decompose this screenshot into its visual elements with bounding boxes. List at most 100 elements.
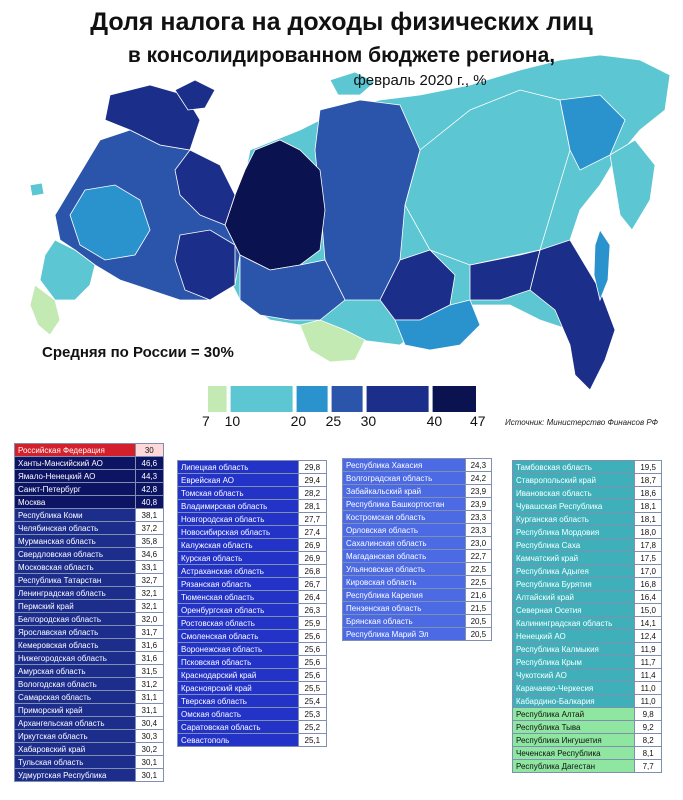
region-value: 16,8 [634,577,662,591]
region-value: 11,7 [634,655,662,669]
table-row: Республика Коми 38,1 [14,508,165,522]
table-row: Астраханская область 26,8 [177,564,328,578]
region-value: 26,3 [297,603,328,617]
map-region-ural [174,229,236,301]
region-name: Курганская область [511,512,636,526]
region-value: 25,6 [297,629,328,643]
table-row: Свердловская область 34,6 [14,547,165,561]
table-header-name: Российская Федерация [14,443,136,457]
region-name: Республика Дагестан [511,759,636,773]
legend-tick-label: 47 [470,413,486,429]
region-value: 26,9 [297,551,328,565]
region-name: Новгородская область [177,512,299,526]
region-value: 31,6 [134,651,165,665]
region-value: 11,0 [634,694,662,708]
table-row: Кабардино-Балкария 11,0 [511,694,662,708]
table-row: Пензенская область 21,5 [342,601,493,615]
source-note: Источник: Министерство Финансов РФ [505,418,658,427]
region-value: 18,6 [634,486,662,500]
table-row: Нижегородская область 31,6 [14,651,165,665]
region-name: Республика Бурятия [511,577,636,591]
region-name: Республика Крым [511,655,636,669]
table-row: Республика Калмыкия 11,9 [511,642,662,656]
table-header-value: 30 [134,443,165,457]
region-value: 25,6 [297,642,328,656]
table-row: Москва 40,8 [14,495,165,509]
region-name: Сахалинская область [342,536,466,550]
region-value: 19,5 [634,460,662,474]
region-value: 34,6 [134,547,165,561]
region-name: Камчатский край [511,551,636,565]
table-row: Тульская область 30,1 [14,755,165,769]
region-name: Республика Тыва [511,720,636,734]
region-value: 18,7 [634,473,662,487]
map-region-caucasus [29,284,61,336]
region-value: 37,2 [134,521,165,535]
region-name: Московская область [14,560,136,574]
region-name: Ставропольский край [511,473,636,487]
region-value: 27,7 [297,512,328,526]
table-row: Брянская область 20,5 [342,614,493,628]
table-row: Хабаровский край 30,2 [14,742,165,756]
table-row: Кемеровская область 31,6 [14,638,165,652]
legend-swatch [208,386,227,412]
region-name: Вологодская область [14,677,136,691]
region-value: 20,5 [464,614,493,628]
region-value: 23,3 [464,523,493,537]
region-value: 24,3 [464,458,493,472]
table-row: Магаданская область 22,7 [342,549,493,563]
region-value: 44,3 [134,469,165,483]
table-row: Санкт-Петербург 42,8 [14,482,165,496]
ranking-table-2: Липецкая область 29,8 Еврейская АО 29,4 Томс… [177,460,328,747]
table-row: Курганская область 18,1 [511,512,662,526]
region-name: Еврейская АО [177,473,299,487]
table-row: Омская область 25,3 [177,707,328,721]
region-name: Санкт-Петербург [14,482,136,496]
region-value: 22,5 [464,575,493,589]
table-row: Костромская область 23,3 [342,510,493,524]
region-name: Псковская область [177,655,299,669]
region-name: Нижегородская область [14,651,136,665]
region-value: 28,2 [297,486,328,500]
region-name: Астраханская область [177,564,299,578]
region-value: 31,1 [134,690,165,704]
region-value: 25,3 [297,707,328,721]
legend [208,386,476,412]
table-row: Чеченская Республика 8,1 [511,746,662,760]
map-region-far-east [529,239,616,391]
table-row: Тверская область 25,4 [177,694,328,708]
region-name: Приморский край [14,703,136,717]
region-value: 25,6 [297,655,328,669]
table-row: Московская область 33,1 [14,560,165,574]
region-value: 27,4 [297,525,328,539]
region-value: 18,1 [634,512,662,526]
region-name: Белгородская область [14,612,136,626]
region-name: Республика Хакасия [342,458,466,472]
region-name: Краснодарский край [177,668,299,682]
legend-tick-label: 20 [290,413,307,429]
region-name: Республика Ингушетия [511,733,636,747]
region-value: 31,5 [134,664,165,678]
table-row: Республика Тыва 9,2 [511,720,662,734]
region-value: 28,1 [297,499,328,513]
region-value: 25,5 [297,681,328,695]
table-row: Воронежская область 25,6 [177,642,328,656]
region-name: Амурская область [14,664,136,678]
region-value: 23,3 [464,510,493,524]
map-region-taymyr-islands [329,71,376,96]
map-period: февраль 2020 г., % [353,72,487,89]
region-name: Архангельская область [14,716,136,730]
legend-tick-label: 25 [325,413,342,429]
region-value: 26,4 [297,590,328,604]
region-name: Рязанская область [177,577,299,591]
table-row: Забайкальский край 23,9 [342,484,493,498]
region-value: 9,2 [634,720,662,734]
region-name: Орловская область [342,523,466,537]
table-row: Новгородская область 27,7 [177,512,328,526]
average-label: Средняя по России = 30% [42,344,234,361]
region-value: 12,4 [634,629,662,643]
legend-tick-label: 30 [360,413,377,429]
region-value: 32,7 [134,573,165,587]
table-row: Амурская область 31,5 [14,664,165,678]
region-value: 21,6 [464,588,493,602]
